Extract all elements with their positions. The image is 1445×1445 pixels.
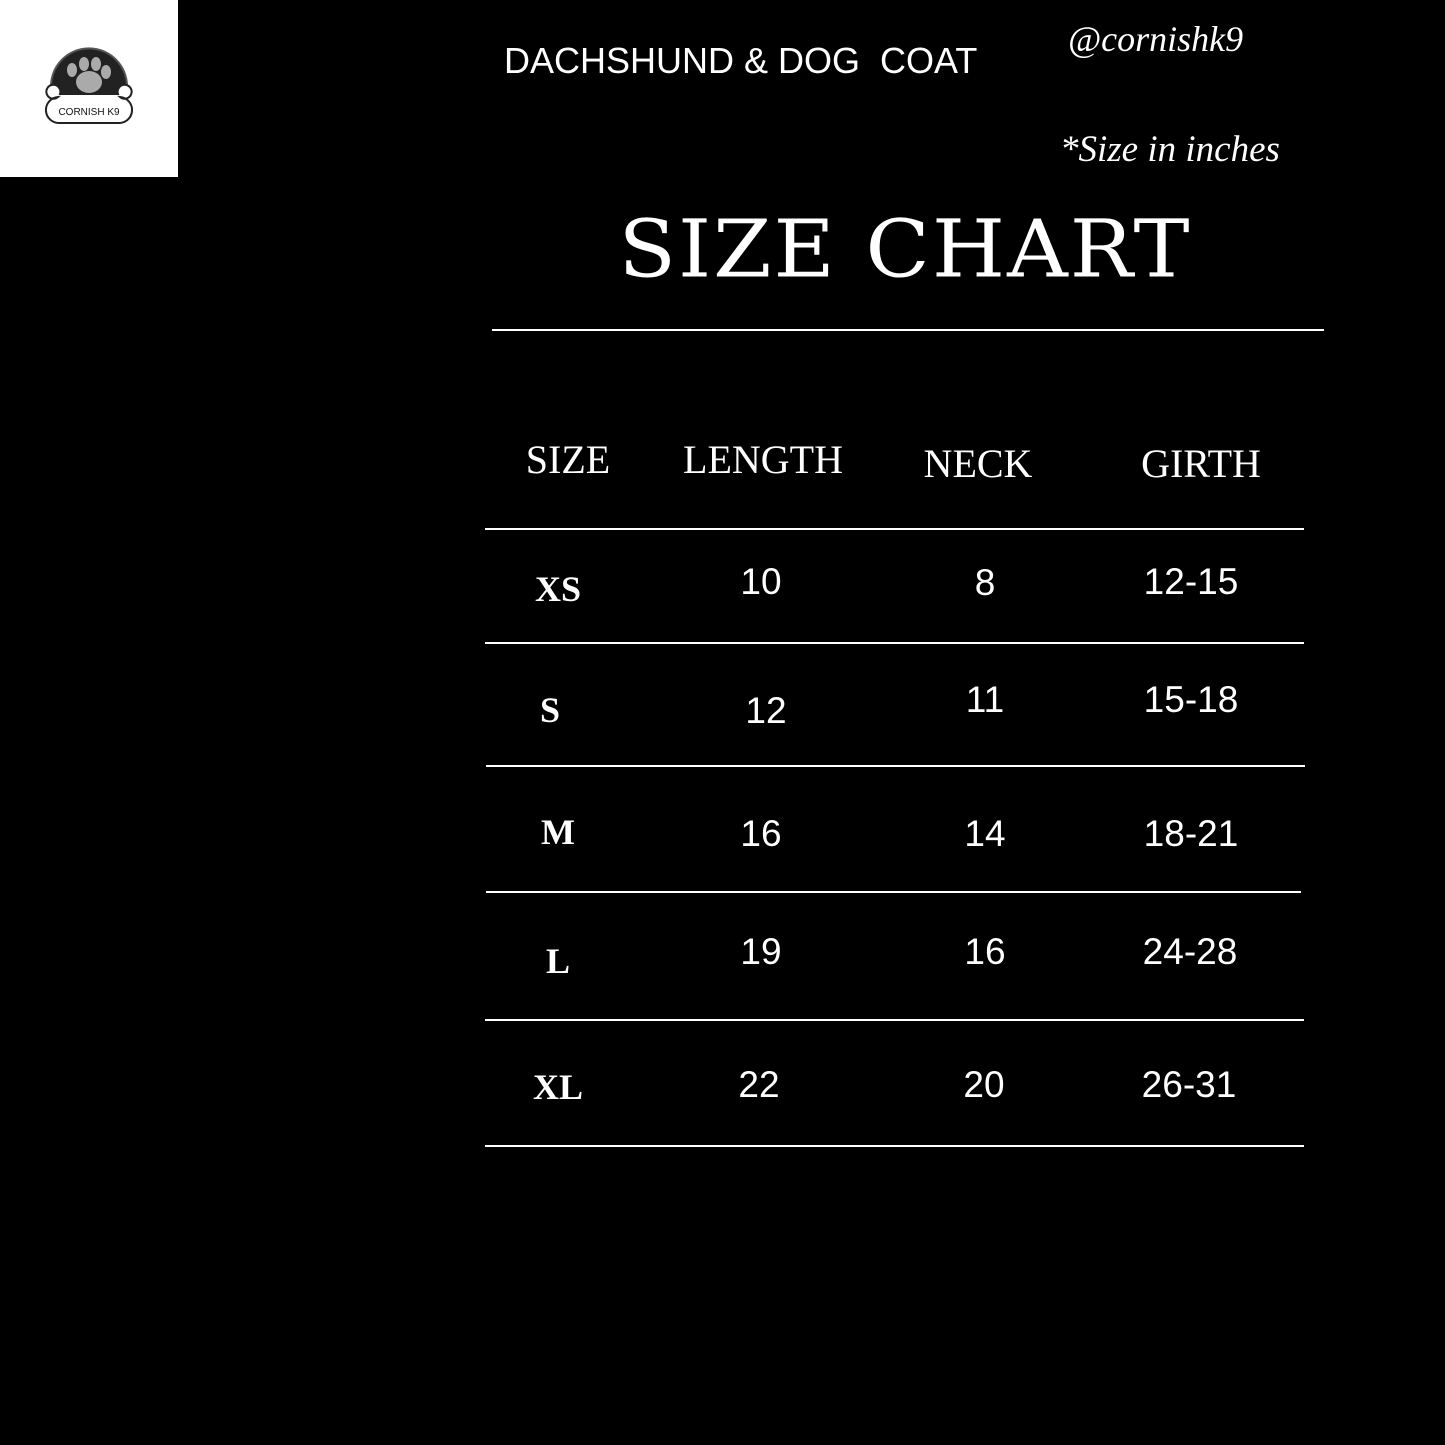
- cell-length: 19: [740, 931, 782, 972]
- cell-girth: 15-18: [1143, 679, 1239, 720]
- cell-neck: 11: [965, 679, 1005, 720]
- row-divider: [485, 528, 1304, 530]
- cell-length: 12: [745, 690, 787, 731]
- cell-size: XL: [532, 1067, 584, 1107]
- cell-size: XS: [534, 569, 582, 609]
- chart-title: SIZE CHART: [618, 202, 1192, 296]
- cell-length: 16: [740, 813, 782, 854]
- unit-note: *Size in inches: [1060, 129, 1280, 170]
- brand-logo: CORNISH K9: [0, 0, 178, 177]
- row-divider: [485, 1145, 1304, 1147]
- cell-size: M: [541, 812, 575, 852]
- svg-text:CORNISH K9: CORNISH K9: [58, 107, 120, 118]
- header-size: SIZE: [525, 437, 611, 482]
- row-divider: [486, 891, 1301, 893]
- cell-neck: 14: [964, 813, 1006, 854]
- header-length: LENGTH: [683, 437, 843, 482]
- header-girth: GIRTH: [1141, 441, 1261, 486]
- title-divider: [492, 329, 1324, 331]
- cell-size: L: [545, 941, 571, 981]
- cell-neck: 20: [963, 1064, 1005, 1105]
- cell-girth: 24-28: [1142, 931, 1238, 972]
- social-handle: @cornishk9: [1068, 19, 1244, 59]
- header-neck: NECK: [923, 441, 1033, 486]
- cell-girth: 26-31: [1141, 1064, 1237, 1105]
- product-title: DACHSHUND & DOG COAT: [504, 40, 978, 81]
- paw-bone-logo-icon: CORNISH K9: [45, 47, 133, 125]
- row-divider: [485, 1019, 1304, 1021]
- row-divider: [485, 642, 1304, 644]
- row-divider: [486, 765, 1305, 767]
- cell-neck: 8: [974, 562, 996, 603]
- cell-girth: 12-15: [1143, 561, 1239, 602]
- cell-girth: 18-21: [1143, 813, 1239, 854]
- cell-length: 10: [740, 561, 782, 602]
- cell-length: 22: [738, 1064, 780, 1105]
- cell-size: S: [539, 690, 561, 730]
- cell-neck: 16: [964, 931, 1006, 972]
